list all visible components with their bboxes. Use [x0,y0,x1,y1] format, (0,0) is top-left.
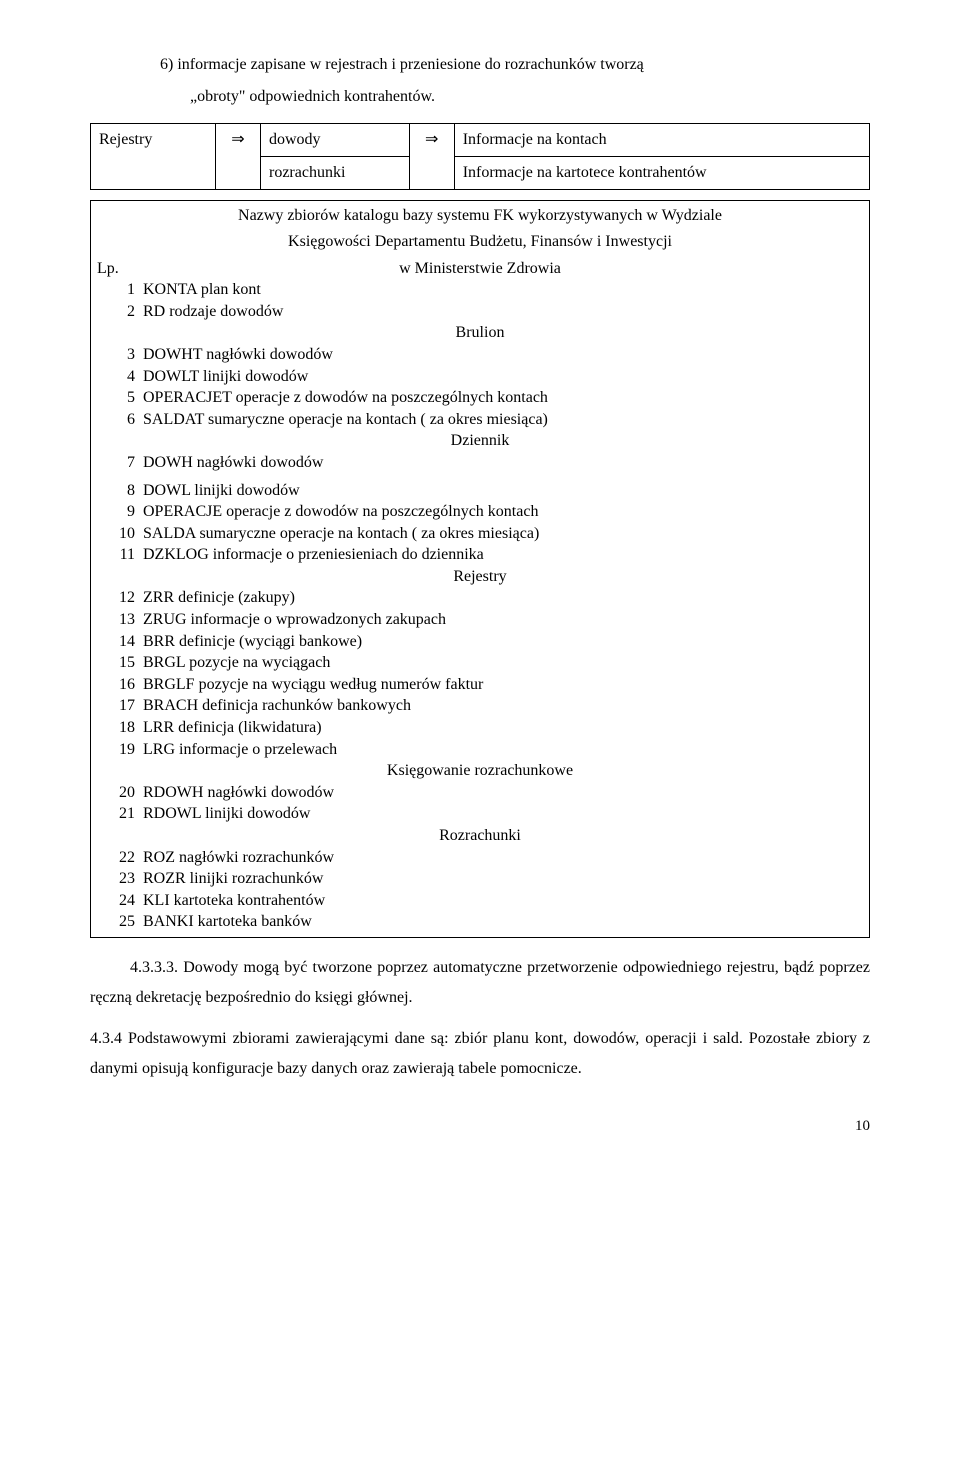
row-text: DOWLT linijki dowodów [143,366,863,388]
row-num: 7 [97,452,143,474]
row-text: OPERACJET operacje z dowodów na poszczeg… [143,387,863,409]
row-num: 10 [97,523,143,545]
row-num: 8 [97,480,143,502]
cell-rozrachunki: rozrachunki [261,156,410,189]
row-num: 16 [97,674,143,696]
row-text: DZKLOG informacje o przeniesieniach do d… [143,544,863,566]
row-text: RD rodzaje dowodów [143,301,863,323]
row-num: 23 [97,868,143,890]
subhead-rejestry: Rejestry [97,566,863,588]
subhead-dziennik: Dziennik [97,430,863,452]
row-num: 4 [97,366,143,388]
list-item-6-line2: „obroty" odpowiednich kontrahentów. [90,82,870,112]
subhead-rozrachunki: Rozrachunki [97,825,863,847]
row-text: RDOWL linijki dowodów [143,803,863,825]
cell-info-kartotece: Informacje na kartotece kontrahentów [454,156,869,189]
catalog-header-line1: Nazwy zbiorów katalogu bazy systemu FK w… [97,205,863,231]
row-num: 20 [97,782,143,804]
row-text: SALDAT sumaryczne operacje na kontach ( … [143,409,863,431]
row-num: 18 [97,717,143,739]
row-num: 1 [97,279,143,301]
row-num: 12 [97,587,143,609]
row-text: ZRUG informacje o wprowadzonych zakupach [143,609,863,631]
row-text: OPERACJE operacje z dowodów na poszczegó… [143,501,863,523]
row-text: ROZR linijki rozrachunków [143,868,863,890]
row-num: 5 [97,387,143,409]
page-number: 10 [90,1115,870,1138]
row-num: 17 [97,695,143,717]
paragraph-434: 4.3.4 Podstawowymi zbiorami zawierającym… [90,1024,870,1085]
row-num: 13 [97,609,143,631]
cell-rejestry: Rejestry [91,123,216,189]
row-num: 2 [97,301,143,323]
row-text: RDOWH nagłówki dowodów [143,782,863,804]
row-num: 15 [97,652,143,674]
subhead-ksiegowanie: Księgowanie rozrachunkowe [97,760,863,782]
arrow-icon: ⇒ [216,123,261,189]
flow-table: Rejestry ⇒ dowody ⇒ Informacje na kontac… [90,123,870,190]
row-num: 14 [97,631,143,653]
row-num: 3 [97,344,143,366]
row-text: DOWL linijki dowodów [143,480,863,502]
row-text: ROZ nagłówki rozrachunków [143,847,863,869]
paragraph-4333: 4.3.3.3. Dowody mogą być tworzone poprze… [90,953,870,1014]
row-text: BRACH definicja rachunków bankowych [143,695,863,717]
list-item-6-line1: 6) informacje zapisane w rejestrach i pr… [90,50,870,80]
row-text: BRR definicje (wyciągi bankowe) [143,631,863,653]
row-num: 25 [97,911,143,933]
subhead-brulion: Brulion [97,322,863,344]
row-text: DOWH nagłówki dowodów [143,452,863,474]
row-text: LRG informacje o przelewach [143,739,863,761]
catalog-header-line2: Księgowości Departamentu Budżetu, Finans… [97,231,863,257]
cell-info-kontach: Informacje na kontach [454,123,869,156]
row-num: 9 [97,501,143,523]
row-num: 19 [97,739,143,761]
row-num: 21 [97,803,143,825]
row-num: 22 [97,847,143,869]
row-num: 6 [97,409,143,431]
row-text: KLI kartoteka kontrahentów [143,890,863,912]
row-text: LRR definicja (likwidatura) [143,717,863,739]
row-text: ZRR definicje (zakupy) [143,587,863,609]
row-num: 24 [97,890,143,912]
row-text: BRGLF pozycje na wyciągu według numerów … [143,674,863,696]
row-text: BRGL pozycje na wyciągach [143,652,863,674]
catalog-header-lp: Lp. [97,258,143,280]
row-text: DOWHT nagłówki dowodów [143,344,863,366]
cell-dowody: dowody [261,123,410,156]
row-text: SALDA sumaryczne operacje na kontach ( z… [143,523,863,545]
catalog-table: Nazwy zbiorów katalogu bazy systemu FK w… [90,200,870,938]
row-text: BANKI kartoteka banków [143,911,863,933]
catalog-header-line3: w Ministerstwie Zdrowia [143,258,863,280]
arrow-icon: ⇒ [409,123,454,189]
row-text: KONTA plan kont [143,279,863,301]
row-num: 11 [97,544,143,566]
